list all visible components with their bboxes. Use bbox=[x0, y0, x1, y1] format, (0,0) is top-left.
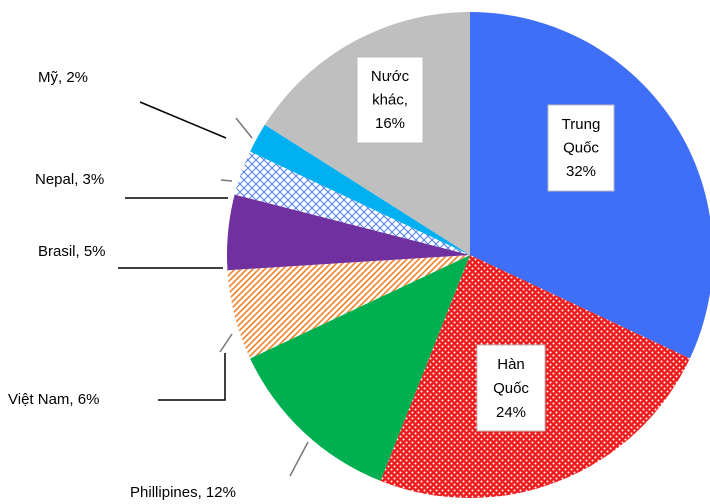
leader-line bbox=[158, 353, 226, 401]
data-label: Quốc bbox=[493, 380, 529, 397]
data-label: 24% bbox=[496, 404, 526, 421]
pie-slice bbox=[227, 194, 470, 271]
pie-slice bbox=[227, 255, 470, 359]
data-label: Brasil, 5% bbox=[38, 243, 106, 260]
leader-line bbox=[289, 441, 309, 477]
data-label: Trung bbox=[562, 116, 601, 133]
data-label: Quốc bbox=[563, 139, 599, 156]
data-label: Mỹ, 2% bbox=[38, 69, 88, 86]
data-label: Phillipines, 12% bbox=[130, 484, 236, 501]
label-box bbox=[547, 104, 615, 192]
data-label: khác, bbox=[372, 91, 408, 108]
pie-slice bbox=[250, 255, 470, 481]
leader-line bbox=[235, 117, 253, 139]
label-box bbox=[356, 56, 424, 144]
data-label: Hàn bbox=[497, 356, 525, 373]
leader-lines bbox=[118, 101, 309, 477]
data-label: Nước bbox=[371, 68, 410, 85]
leader-line bbox=[139, 101, 227, 139]
leader-line bbox=[220, 179, 233, 182]
data-label: Việt Nam, 6% bbox=[8, 391, 99, 408]
data-label: 16% bbox=[375, 115, 405, 132]
pie-slice bbox=[250, 124, 470, 255]
pie bbox=[227, 11, 710, 498]
label-box bbox=[476, 344, 546, 432]
pie-slice bbox=[234, 151, 470, 255]
data-label: Nepal, 3% bbox=[35, 171, 104, 188]
leader-line bbox=[219, 333, 233, 353]
data-label: 32% bbox=[566, 163, 596, 180]
